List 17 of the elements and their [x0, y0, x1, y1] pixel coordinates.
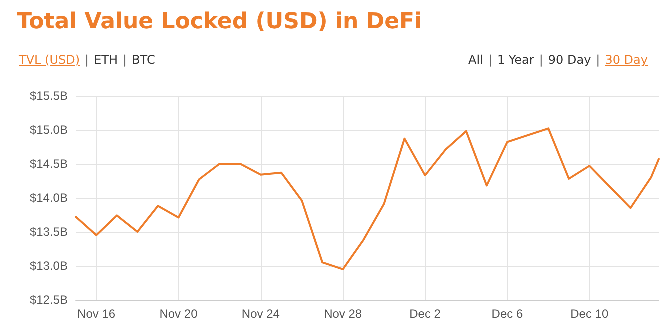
x-tick-label: Nov 24 — [242, 307, 280, 321]
y-tick-label: $14.0B — [30, 191, 68, 205]
text: All | 1 Year | 90 Day | 30 Day — [468, 53, 648, 67]
y-tick-label: $15.5B — [30, 89, 68, 103]
x-tick-label: Dec 10 — [570, 307, 609, 321]
x-tick-label: Nov 20 — [160, 307, 198, 321]
y-tick-label: $14.5B — [30, 157, 68, 171]
text: TVL (USD) | ETH | BTC — [19, 53, 156, 67]
x-tick-label: Nov 16 — [78, 307, 116, 321]
y-tick-label: $13.0B — [30, 259, 68, 273]
chart-title: Total Value Locked (USD) in DeFi — [17, 10, 422, 34]
x-tick-label: Nov 28 — [324, 307, 362, 321]
y-tick-label: $12.5B — [30, 293, 68, 307]
y-tick-label: $15.0B — [30, 123, 68, 137]
x-tick-label: Dec 6 — [492, 307, 524, 321]
x-tick-label: Dec 2 — [410, 307, 442, 321]
y-tick-label: $13.5B — [30, 225, 68, 239]
